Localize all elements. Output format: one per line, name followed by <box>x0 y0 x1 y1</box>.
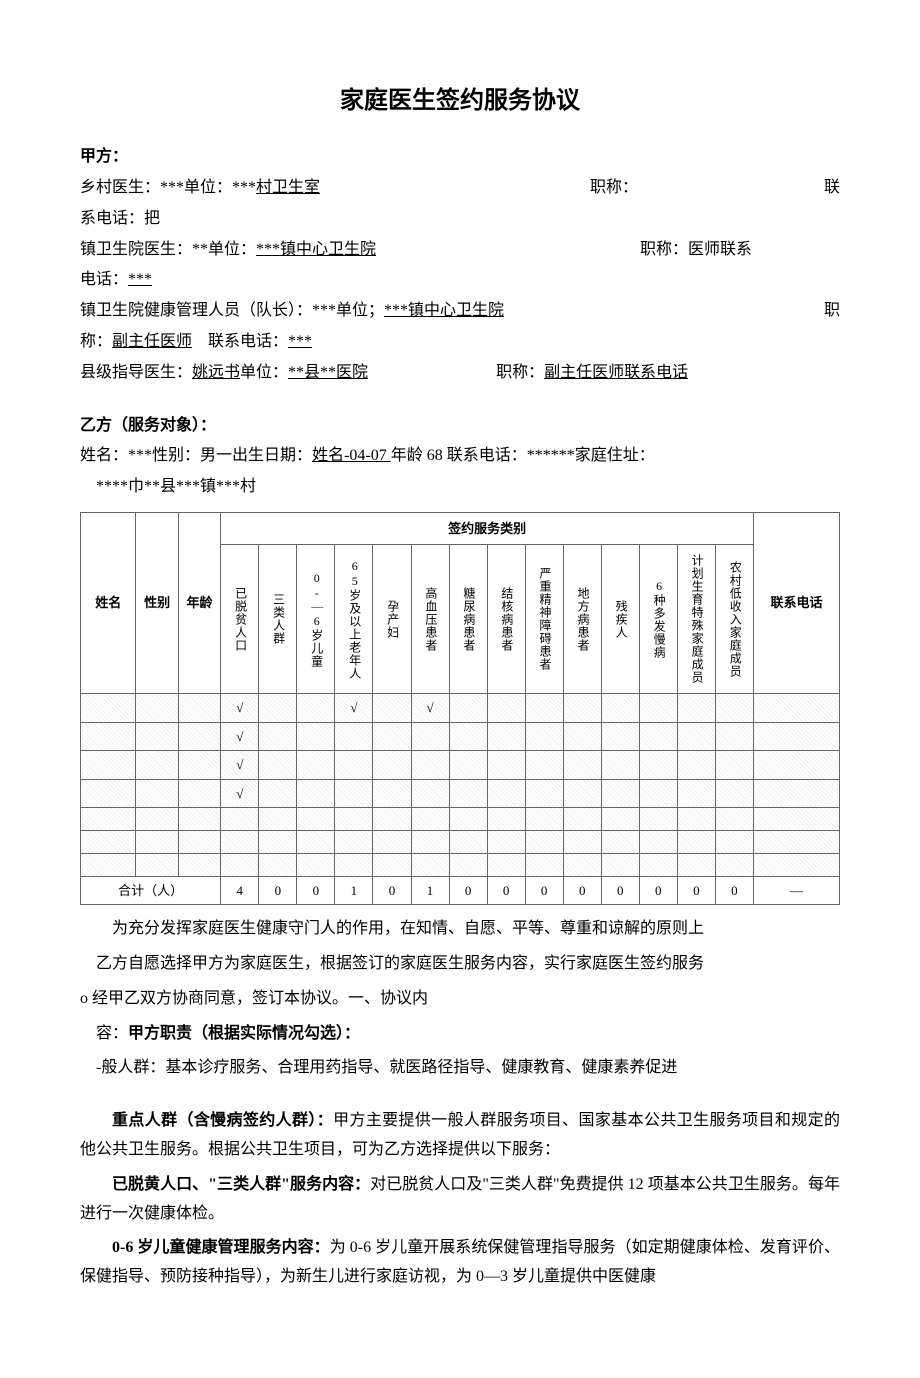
village-contact-label: 联 <box>824 174 840 203</box>
table-row: √ <box>81 722 840 750</box>
para-1: 为充分发挥家庭医生健康守门人的作用，在知情、自愿、平等、尊重和谅解的原则上 <box>80 915 840 944</box>
th-category-1: 三类人群 <box>259 545 297 694</box>
party-b-info: 姓名：***性别：男一出生日期：姓名-04-07 年龄 68 联系电话：****… <box>80 442 840 471</box>
village-unit: 村卫生室 <box>256 179 320 196</box>
village-unit-prefix: *** <box>232 179 256 196</box>
th-category-10: 残疾人 <box>601 545 639 694</box>
manager-line: 镇卫生院健康管理人员（队长）：***单位；***镇中心卫生院 职 <box>80 297 840 326</box>
para-2: 乙方自愿选择甲方为家庭医生，根据签订的家庭医生服务内容，实行家庭医生签约服务 <box>80 950 840 979</box>
th-category-8: 严重精神障碍患者 <box>525 545 563 694</box>
th-category-7: 结核病患者 <box>487 545 525 694</box>
town-unit-prefix: *** <box>256 241 280 258</box>
th-category-2: 0-｜6岁儿童 <box>297 545 335 694</box>
village-title-label: 职称： <box>590 174 638 203</box>
service-table: 姓名 性别 年龄 签约服务类别 联系电话 已脱贫人口三类人群0-｜6岁儿童65岁… <box>80 512 840 905</box>
th-name: 姓名 <box>81 512 136 693</box>
th-age: 年龄 <box>178 512 220 693</box>
para-3a: o 经甲乙双方协商同意，签订本协议。一、协议内 <box>80 985 840 1014</box>
village-doctor-line: 乡村医生：***单位：***村卫生室 职称： 联 <box>80 174 840 203</box>
party-a-label: 甲方： <box>80 143 840 172</box>
para-5: 重点人群（含慢病签约人群）：甲方主要提供一般人群服务项目、国家基本公共卫生服务项… <box>80 1107 840 1165</box>
village-unit-label: 单位： <box>184 179 232 196</box>
th-service-cat: 签约服务类别 <box>221 512 754 544</box>
th-category-11: 6种多发慢病 <box>639 545 677 694</box>
th-category-5: 高血压患者 <box>411 545 449 694</box>
manager-title-label-1: 职 <box>824 297 840 326</box>
th-category-9: 地方病患者 <box>563 545 601 694</box>
town-role: 镇卫生院医生： <box>80 241 192 258</box>
th-category-4: 孕产妇 <box>373 545 411 694</box>
total-label: 合计（人） <box>81 876 221 904</box>
village-phone-line: 系电话：把 <box>80 205 840 234</box>
doc-title: 家庭医生签约服务协议 <box>80 80 840 123</box>
para-3b: 容：甲方职责（根据实际情况勾选）： <box>80 1020 840 1049</box>
village-role: 乡村医生： <box>80 179 160 196</box>
village-name: *** <box>160 179 184 196</box>
th-category-0: 已脱贫人口 <box>221 545 259 694</box>
manager-name: *** <box>312 302 336 319</box>
para-4: -般人群：基本诊疗服务、合理用药指导、就医路径指导、健康教育、健康素养促进 <box>80 1054 840 1083</box>
manager-line-2: 称：副主任医师 联系电话：*** <box>80 328 840 357</box>
table-row <box>81 807 840 830</box>
th-category-12: 计划生育特殊家庭成员 <box>677 545 715 694</box>
town-unit-label: 单位： <box>208 241 256 258</box>
table-row <box>81 853 840 876</box>
para-7: 0-6 岁儿童健康管理服务内容：为 0-6 岁儿童开展系统保健管理指导服务（如定… <box>80 1234 840 1292</box>
th-category-13: 农村低收入家庭成员 <box>715 545 753 694</box>
table-row: √ <box>81 779 840 807</box>
table-row: √√√ <box>81 694 840 722</box>
town-doctor-line: 镇卫生院医生：**单位：***镇中心卫生院 职称：医师联系 <box>80 236 840 265</box>
th-category-6: 糖尿病患者 <box>449 545 487 694</box>
manager-unit-label: 单位； <box>336 302 384 319</box>
table-row: √ <box>81 751 840 779</box>
town-name: ** <box>192 241 208 258</box>
th-category-3: 65岁及以上老年人 <box>335 545 373 694</box>
town-phone-line: 电话：*** <box>80 266 840 295</box>
town-title-label: 职称：医师联系 <box>640 236 840 265</box>
manager-unit: 镇中心卫生院 <box>408 302 504 319</box>
th-phone: 联系电话 <box>753 512 839 693</box>
party-b-header: 乙方（服务对象）： <box>80 412 840 441</box>
party-b-addr: ****巾**县***镇***村 <box>80 473 840 502</box>
table-row <box>81 830 840 853</box>
county-line: 县级指导医生：姚远书单位：**县**医院 职称：副主任医师联系电话 <box>80 359 840 388</box>
manager-unit-prefix: *** <box>384 302 408 319</box>
para-6: 已脱黄人口、"三类人群"服务内容：对已脱贫人口及"三类人群"免费提供 12 项基… <box>80 1171 840 1229</box>
town-unit: 镇中心卫生院 <box>280 241 376 258</box>
th-sex: 性别 <box>136 512 178 693</box>
total-row: 合计（人）40010100000000— <box>81 876 840 904</box>
manager-role: 镇卫生院健康管理人员（队长）： <box>80 302 312 319</box>
